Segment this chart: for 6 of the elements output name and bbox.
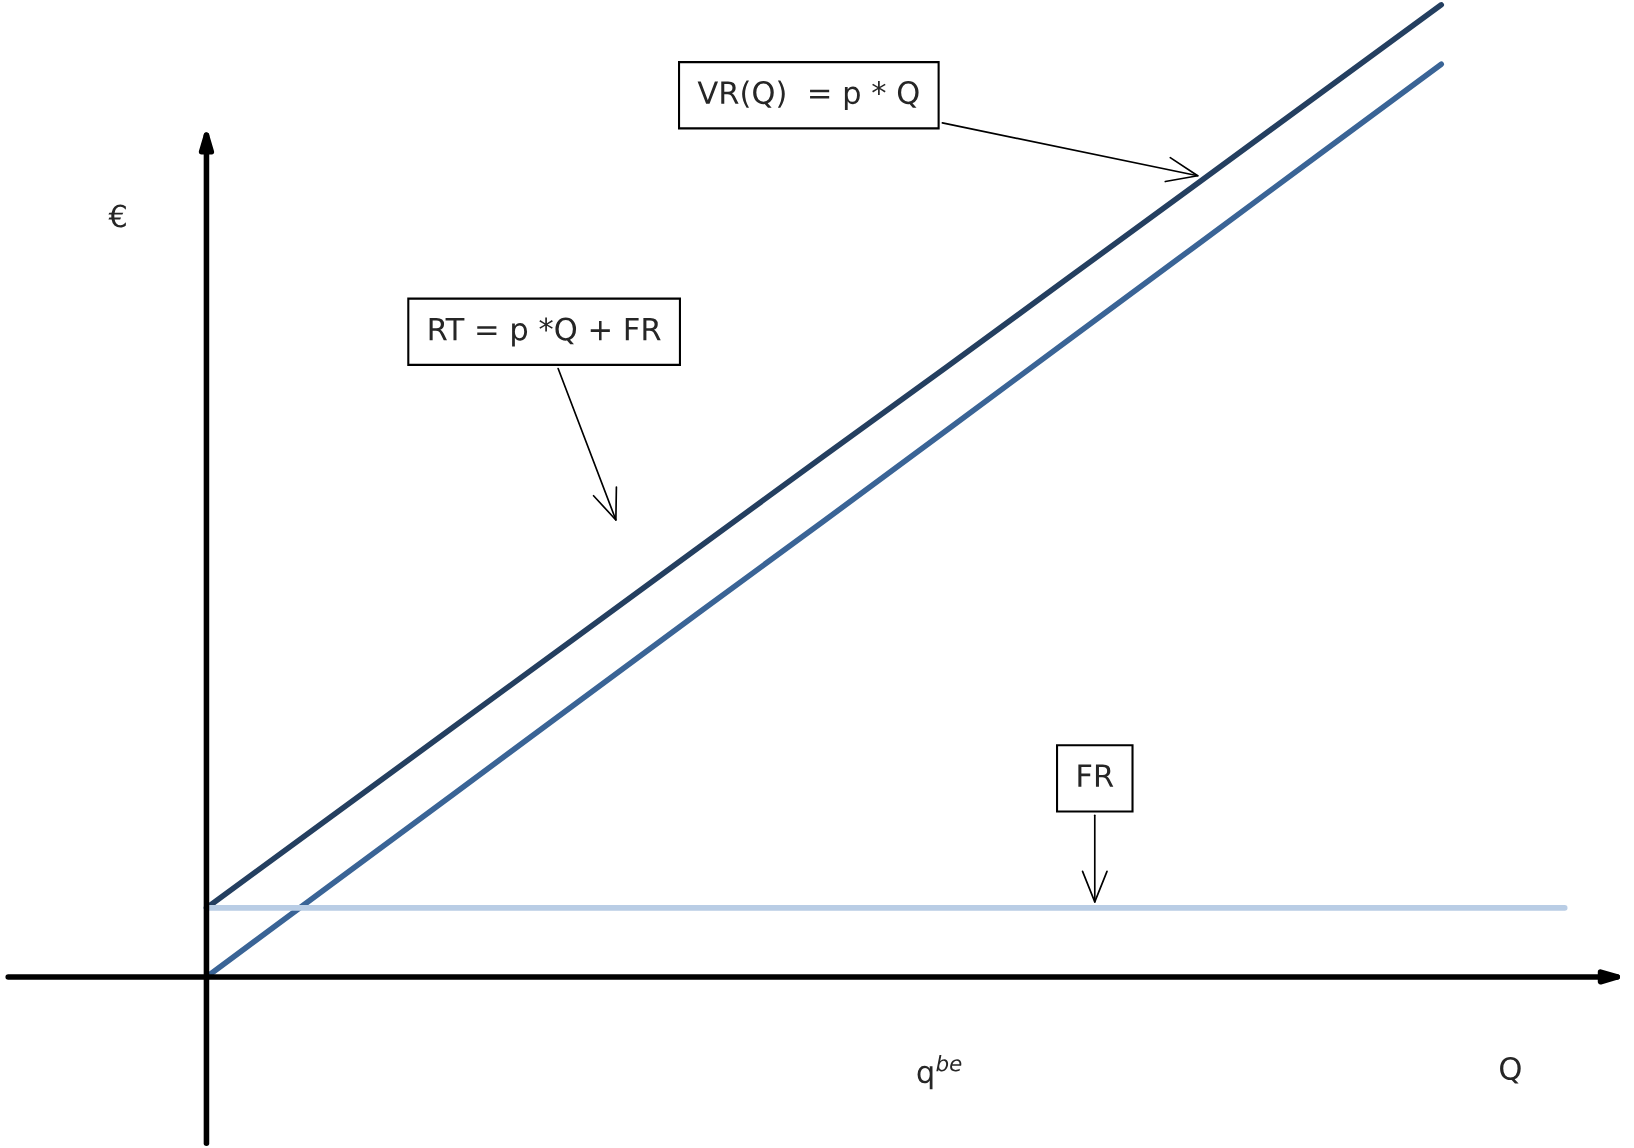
annotation: VR(Q) = p * Q [697,80,919,111]
annotation: FR [1078,764,1114,787]
x-axis-title: Q [1500,1056,1521,1084]
text: q$^{be}$ [917,1054,962,1090]
annotation: RT = p *Q + FR [429,317,661,347]
y-axis-title: € [108,204,126,228]
